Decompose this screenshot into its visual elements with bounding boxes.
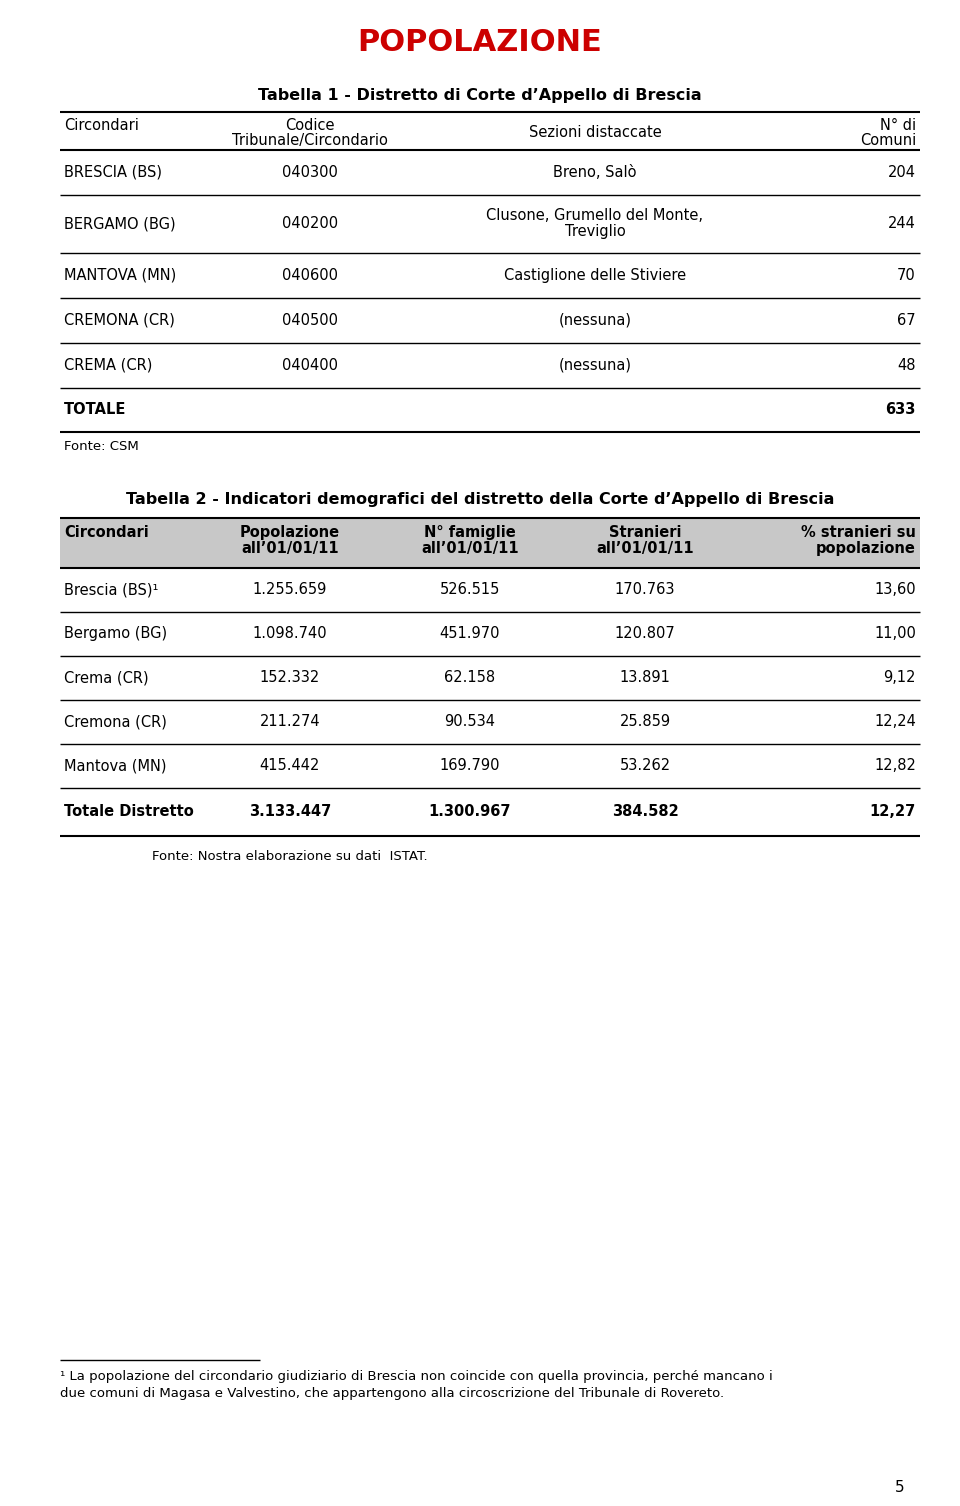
Text: 12,82: 12,82 [875, 758, 916, 773]
Text: all’01/01/11: all’01/01/11 [241, 541, 339, 556]
Text: 70: 70 [898, 268, 916, 283]
Text: Stranieri: Stranieri [609, 526, 682, 541]
Text: 12,24: 12,24 [875, 714, 916, 729]
Text: 170.763: 170.763 [614, 581, 675, 596]
Text: due comuni di Magasa e Valvestino, che appartengono alla circoscrizione del Trib: due comuni di Magasa e Valvestino, che a… [60, 1387, 724, 1401]
Text: Comuni: Comuni [860, 133, 916, 148]
Text: 3.133.447: 3.133.447 [249, 804, 331, 819]
Text: 90.534: 90.534 [444, 714, 495, 729]
Text: 25.859: 25.859 [619, 714, 671, 729]
Text: 13,60: 13,60 [875, 581, 916, 596]
Text: CREMONA (CR): CREMONA (CR) [64, 313, 175, 327]
Text: 13.891: 13.891 [619, 670, 670, 685]
Text: Bergamo (BG): Bergamo (BG) [64, 626, 167, 642]
Text: 1.300.967: 1.300.967 [429, 804, 512, 819]
Text: 040400: 040400 [282, 357, 338, 372]
Text: POPOLAZIONE: POPOLAZIONE [358, 29, 602, 57]
Text: 5: 5 [895, 1480, 905, 1495]
Text: TOTALE: TOTALE [64, 402, 127, 417]
Text: 384.582: 384.582 [612, 804, 679, 819]
Text: all’01/01/11: all’01/01/11 [596, 541, 694, 556]
Text: all’01/01/11: all’01/01/11 [421, 541, 518, 556]
Text: MANTOVA (MN): MANTOVA (MN) [64, 268, 177, 283]
Text: Popolazione: Popolazione [240, 526, 340, 541]
Text: 1.098.740: 1.098.740 [252, 626, 327, 642]
Text: 62.158: 62.158 [444, 670, 495, 685]
Text: Cremona (CR): Cremona (CR) [64, 714, 167, 729]
Text: Codice: Codice [285, 117, 335, 133]
Text: (nessuna): (nessuna) [559, 313, 632, 327]
Text: Sezioni distaccate: Sezioni distaccate [529, 125, 661, 140]
Text: 53.262: 53.262 [619, 758, 671, 773]
Text: 415.442: 415.442 [260, 758, 321, 773]
Text: Circondari: Circondari [64, 526, 149, 541]
Text: 48: 48 [898, 357, 916, 372]
Text: 040600: 040600 [282, 268, 338, 283]
Bar [60, 518, 920, 568]
Text: Clusone, Grumello del Monte,: Clusone, Grumello del Monte, [487, 208, 704, 223]
Text: 633: 633 [886, 402, 916, 417]
Text: Castiglione delle Stiviere: Castiglione delle Stiviere [504, 268, 686, 283]
Text: 11,00: 11,00 [875, 626, 916, 642]
Text: Fonte: Nostra elaborazione su dati  ISTAT.: Fonte: Nostra elaborazione su dati ISTAT… [153, 849, 428, 863]
Text: 204: 204 [888, 164, 916, 179]
Text: % stranieri su: % stranieri su [802, 526, 916, 541]
Text: Breno, Salò: Breno, Salò [553, 164, 636, 179]
Text: ¹ La popolazione del circondario giudiziario di Brescia non coincide con quella : ¹ La popolazione del circondario giudizi… [60, 1370, 773, 1383]
Text: popolazione: popolazione [816, 541, 916, 556]
Text: (nessuna): (nessuna) [559, 357, 632, 372]
Text: 451.970: 451.970 [440, 626, 500, 642]
Text: 526.515: 526.515 [440, 581, 500, 596]
Text: 1.255.659: 1.255.659 [252, 581, 327, 596]
Text: BRESCIA (BS): BRESCIA (BS) [64, 164, 162, 179]
Text: 244: 244 [888, 215, 916, 230]
Text: Crema (CR): Crema (CR) [64, 670, 149, 685]
Text: Brescia (BS)¹: Brescia (BS)¹ [64, 581, 158, 596]
Text: Tribunale/Circondario: Tribunale/Circondario [232, 133, 388, 148]
Text: 12,27: 12,27 [870, 804, 916, 819]
Text: Tabella 1 - Distretto di Corte d’Appello di Brescia: Tabella 1 - Distretto di Corte d’Appello… [258, 87, 702, 102]
Text: CREMA (CR): CREMA (CR) [64, 357, 153, 372]
Text: Fonte: CSM: Fonte: CSM [64, 440, 139, 453]
Text: Totale Distretto: Totale Distretto [64, 804, 194, 819]
Text: 67: 67 [898, 313, 916, 327]
Text: BERGAMO (BG): BERGAMO (BG) [64, 215, 176, 230]
Text: Tabella 2 - Indicatori demografici del distretto della Corte d’Appello di Bresci: Tabella 2 - Indicatori demografici del d… [126, 492, 834, 508]
Text: N° famiglie: N° famiglie [424, 526, 516, 541]
Text: 9,12: 9,12 [883, 670, 916, 685]
Text: N° di: N° di [880, 117, 916, 133]
Text: 211.274: 211.274 [260, 714, 321, 729]
Text: Circondari: Circondari [64, 117, 139, 133]
Text: Treviglio: Treviglio [564, 224, 625, 239]
Text: 120.807: 120.807 [614, 626, 676, 642]
Text: 152.332: 152.332 [260, 670, 320, 685]
Text: 040200: 040200 [282, 215, 338, 230]
Text: 040300: 040300 [282, 164, 338, 179]
Text: Mantova (MN): Mantova (MN) [64, 758, 166, 773]
Text: 040500: 040500 [282, 313, 338, 327]
Text: 169.790: 169.790 [440, 758, 500, 773]
